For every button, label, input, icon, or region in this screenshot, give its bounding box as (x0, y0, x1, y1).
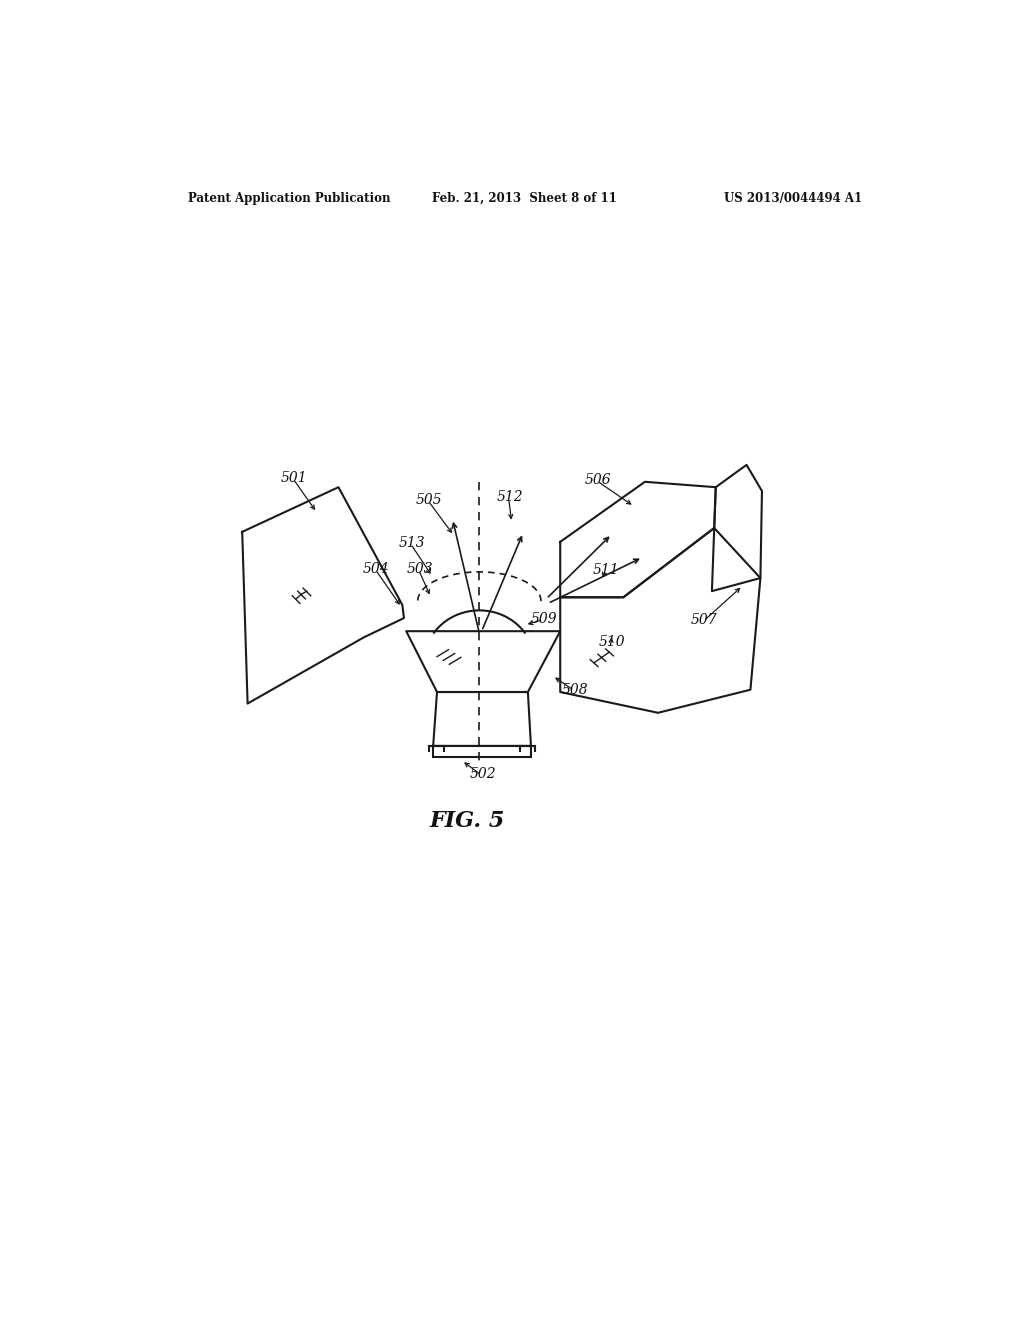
Text: 508: 508 (562, 682, 589, 697)
Text: 503: 503 (407, 562, 433, 576)
Text: 512: 512 (497, 490, 523, 504)
Text: FIG. 5: FIG. 5 (429, 809, 505, 832)
Text: 505: 505 (416, 492, 442, 507)
Text: 507: 507 (691, 614, 718, 627)
Bar (433, 746, 531, 758)
Text: 501: 501 (281, 471, 307, 484)
Text: 510: 510 (599, 635, 626, 649)
Text: 509: 509 (531, 612, 558, 626)
Text: 504: 504 (364, 562, 390, 576)
Text: 502: 502 (469, 767, 496, 781)
Text: 513: 513 (398, 536, 425, 550)
Text: 506: 506 (585, 474, 611, 487)
Text: US 2013/0044494 A1: US 2013/0044494 A1 (724, 191, 862, 205)
Text: Patent Application Publication: Patent Application Publication (188, 191, 391, 205)
Text: 511: 511 (593, 564, 620, 577)
Text: Feb. 21, 2013  Sheet 8 of 11: Feb. 21, 2013 Sheet 8 of 11 (432, 191, 617, 205)
